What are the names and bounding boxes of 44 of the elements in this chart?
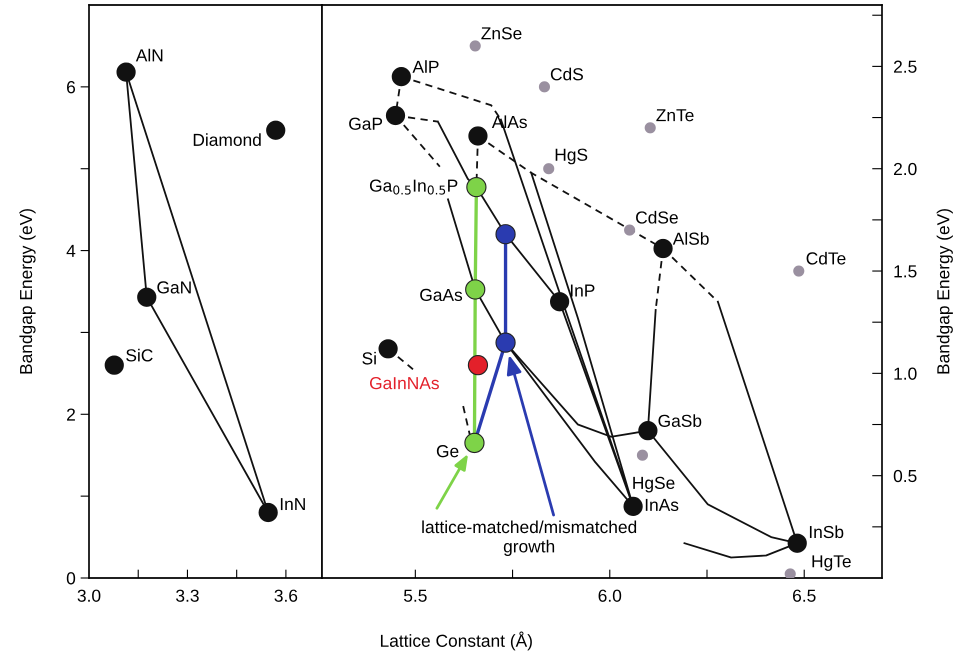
x-tick-label: 3.6: [274, 590, 298, 602]
annotation: AlP: [412, 60, 439, 73]
y-tick-label: 0: [66, 572, 76, 584]
annotation: SiC: [126, 348, 153, 362]
x-tick-label: 3.3: [176, 590, 199, 602]
x-tick-label: 6.0: [598, 590, 622, 602]
x-axis-title: Lattice Constant (Å): [380, 632, 532, 650]
y-tick-label: 0.5: [894, 470, 917, 482]
annotation: CdSe: [636, 210, 678, 224]
annotation: GaP: [349, 118, 382, 130]
annotation: HgTe: [812, 555, 851, 571]
x-tick-label: 5.5: [404, 590, 427, 602]
annotation: InN: [280, 498, 305, 510]
y-tick-label: 2: [67, 408, 75, 421]
annotation: GaN: [157, 281, 191, 294]
series-label: GaInNAs: [370, 376, 439, 390]
annotation: GaSb: [658, 414, 702, 427]
annotation: HgSe: [633, 476, 674, 492]
annotation: ZnTe: [656, 109, 694, 122]
y-tick-label: 1.0: [894, 368, 917, 380]
annotation: AlN: [136, 48, 162, 62]
y-tick-label: 2.5: [894, 60, 917, 73]
annotation: InAs: [646, 498, 678, 512]
x-tick-label: 3.0: [78, 590, 100, 602]
y-tick-label: 4: [66, 244, 76, 257]
annotation: InSb: [810, 525, 844, 538]
annotation: HgS: [556, 148, 588, 164]
annotation: Ge: [436, 445, 458, 458]
annotation: AlSb: [672, 232, 709, 245]
y-tick-label: 2.0: [894, 162, 917, 176]
y-tick-label: 1.5: [894, 265, 917, 278]
annotation: GaAs: [420, 288, 462, 302]
y-tick-label: 6: [67, 81, 76, 94]
annotation: CdS: [550, 68, 583, 80]
y-axis-title: Bandgap Energy (eV): [19, 209, 36, 374]
x-tick-label: 6.5: [793, 590, 816, 602]
annotation: Si: [362, 352, 376, 365]
annotation: Ga$_{0.5}$In$_{0.5}$P: [370, 179, 458, 195]
y-axis-title: Bandgap Energy (eV): [936, 209, 953, 374]
annotation: lattice-matched/mismatched growth: [422, 520, 636, 556]
annotation: CdTe: [806, 252, 846, 265]
annotation: ZnSe: [481, 27, 522, 40]
annotation: Diamond: [194, 133, 261, 146]
annotation: InP: [570, 284, 594, 296]
